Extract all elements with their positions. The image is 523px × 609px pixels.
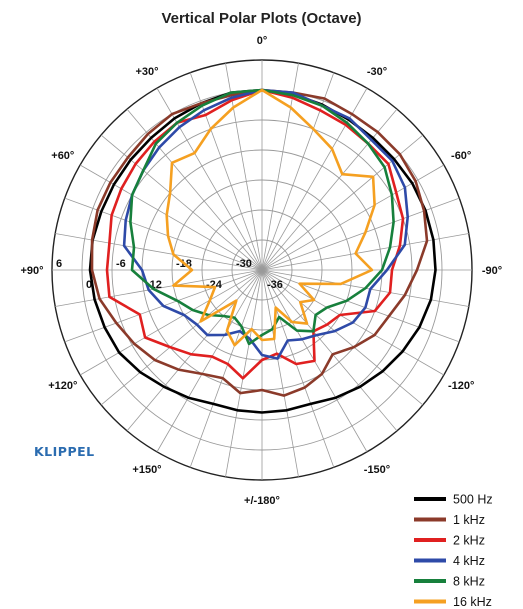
angle-label: +/-180° [244,495,280,507]
radial-tick-label: 6 [56,258,62,270]
klippel-logo: KLIPPEL [34,444,95,459]
grid-spoke [261,108,398,271]
legend-label: 16 kHz [453,595,492,609]
legend-label: 1 kHz [453,513,485,527]
grid-spoke [100,269,263,406]
series-line [105,88,405,380]
angle-label: -150° [364,464,390,476]
radial-tick-label: 0 [86,279,92,291]
grid-spoke [225,269,263,477]
radial-tick-label: -6 [116,258,126,270]
angle-label: -30° [367,66,387,78]
radial-tick-label: -12 [146,279,162,291]
chart-title: Vertical Polar Plots (Octave) [161,10,361,27]
grid-spoke [126,108,263,271]
angle-label: -90° [482,265,502,277]
angle-label: +30° [135,66,158,78]
legend-label: 8 kHz [453,575,485,589]
legend-label: 500 Hz [453,493,493,507]
series-line [88,88,437,414]
angle-label: -120° [448,380,474,392]
grid-spoke [55,233,263,271]
grid-spoke [261,269,335,468]
grid-spoke [189,269,263,468]
angle-label: +90° [20,265,43,277]
series-line [90,88,429,397]
grid-spoke [261,164,445,271]
grid-spoke [261,269,424,406]
grid-spoke [261,72,335,271]
grid-spoke [261,134,424,271]
legend: 500 Hz 1 kHz 2 kHz 4 kHz 8 kHz 16 kHz [414,493,493,609]
angle-tick-labels: 0° -30° -60° -90° -120° -150° +/-180° +150° +120… [20,35,502,507]
series-line [129,88,395,346]
legend-label: 4 kHz [453,554,485,568]
grid-spoke [156,269,263,453]
grid-spoke [261,269,398,432]
legend-label: 2 kHz [453,534,485,548]
radial-tick-label: -36 [267,279,283,291]
radial-tick-label: -30 [236,258,252,270]
polar-grid [51,59,473,481]
angle-label: +60° [51,150,74,162]
grid-spoke [100,134,263,271]
angle-label: +150° [132,464,161,476]
series-line [165,88,376,347]
series-curves [88,88,437,414]
grid-spoke [79,269,263,376]
grid-spoke [261,269,299,477]
angle-label: +120° [48,380,77,392]
grid-spoke [126,269,263,432]
angle-label: 0° [257,35,268,47]
grid-spoke [55,269,263,307]
angle-label: -60° [451,150,471,162]
grid-spoke [261,269,460,343]
